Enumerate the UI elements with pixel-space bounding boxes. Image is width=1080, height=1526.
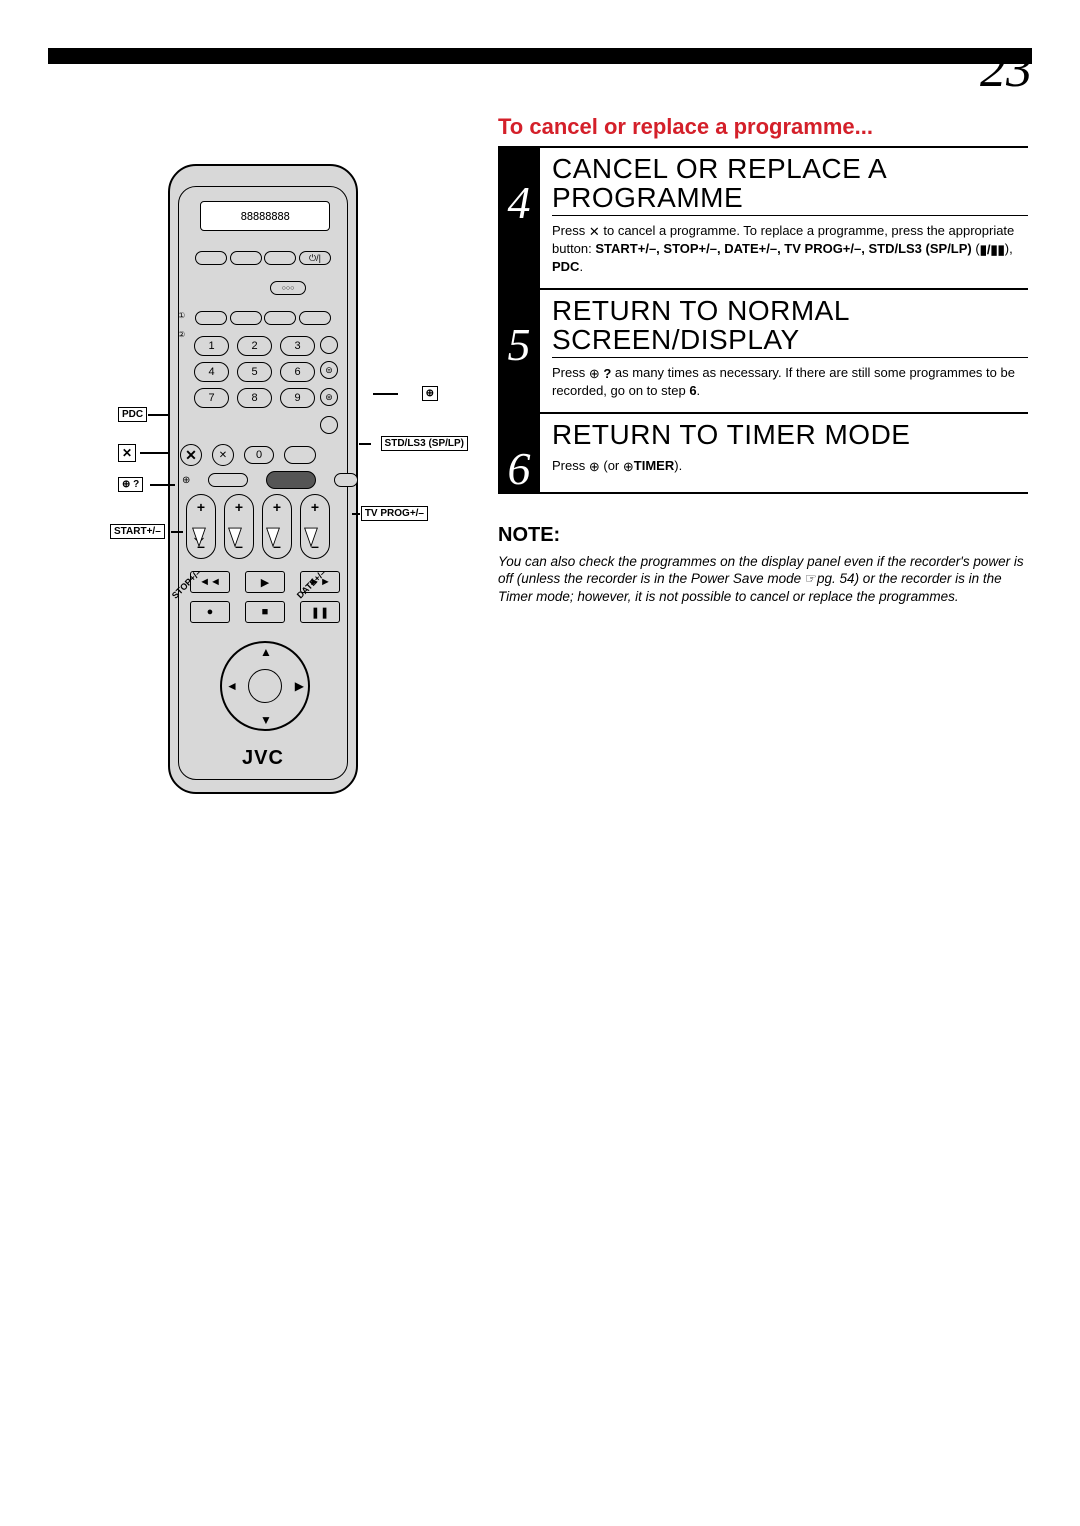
remote-diagram-column: 88888888 ⏻/| ○○○ ① ② 1 2 bbox=[48, 114, 478, 844]
callout-start: START+/– bbox=[110, 524, 165, 539]
page-number: 23 bbox=[980, 40, 1032, 99]
side-circle-2: ⊜ bbox=[320, 361, 338, 379]
step-4-body: Press ✕ to cancel a programme. To replac… bbox=[552, 222, 1028, 276]
step-4: 4 CANCEL OR REPLACE A PROGRAMME Press ✕ … bbox=[498, 146, 1028, 288]
side-circle-3: ⊛ bbox=[320, 388, 338, 406]
side-circle-1 bbox=[320, 336, 338, 354]
remote-top-row-1: ⏻/| bbox=[195, 251, 331, 265]
clock-icon: ⊕ bbox=[589, 458, 600, 476]
step-5-body: Press ⊕ ? as many times as necessary. If… bbox=[552, 364, 1028, 400]
pointer-arrow-tvprog bbox=[302, 526, 320, 550]
callout-pdc: PDC bbox=[118, 407, 147, 422]
side-circle-4 bbox=[320, 416, 338, 434]
note-body: You can also check the programmes on the… bbox=[498, 553, 1028, 606]
num-2: 2 bbox=[237, 336, 272, 356]
play-btn: ▶ bbox=[245, 571, 285, 593]
step-4-heading: CANCEL OR REPLACE A PROGRAMME bbox=[552, 154, 1028, 216]
slant-button bbox=[284, 446, 316, 464]
pointer-arrow-start bbox=[190, 526, 208, 550]
x-icon: ✕ bbox=[589, 223, 600, 241]
num-6: 6 bbox=[280, 362, 315, 382]
pause-btn: ❚❚ bbox=[300, 601, 340, 623]
step-6: 6 RETURN TO TIMER MODE Press ⊕ (or ⊕TIME… bbox=[498, 412, 1028, 494]
num-7: 7 bbox=[194, 388, 229, 408]
stop-btn: ■ bbox=[245, 601, 285, 623]
clock-q-icon: ⊕ ? bbox=[589, 365, 611, 383]
num-8: 8 bbox=[237, 388, 272, 408]
clock-icon-2: ⊕ bbox=[623, 458, 634, 476]
reference-icon: ☞ bbox=[805, 570, 817, 588]
note-title: NOTE: bbox=[498, 524, 1028, 547]
step-5: 5 RETURN TO NORMAL SCREEN/DISPLAY Press … bbox=[498, 288, 1028, 412]
num-3: 3 bbox=[280, 336, 315, 356]
num-5: 5 bbox=[237, 362, 272, 382]
num-9: 9 bbox=[280, 388, 315, 408]
step-5-heading: RETURN TO NORMAL SCREEN/DISPLAY bbox=[552, 296, 1028, 358]
step-6-number: 6 bbox=[498, 414, 540, 492]
step-6-body: Press ⊕ (or ⊕TIMER). bbox=[552, 457, 1028, 475]
remote-lcd: 88888888 bbox=[200, 201, 330, 231]
section-title: To cancel or replace a programme... bbox=[498, 114, 1028, 140]
step-4-number: 4 bbox=[498, 148, 540, 288]
remote-top-row-3 bbox=[195, 311, 331, 325]
num-1: 1 bbox=[194, 336, 229, 356]
top-black-bar bbox=[48, 48, 1032, 64]
callout-timer-q: ⊕ ? bbox=[118, 477, 143, 492]
callout-tv-prog: TV PROG+/– bbox=[361, 506, 428, 521]
callout-x: ✕ bbox=[118, 444, 136, 462]
extra-circle-1: ✕ bbox=[212, 444, 234, 466]
x-button: ✕ bbox=[180, 444, 202, 466]
remote-top-row-2: ○○○ bbox=[270, 281, 331, 295]
brand-logo: JVC bbox=[170, 747, 356, 770]
oval-btn-1 bbox=[208, 473, 248, 487]
remote-numpad: 1 2 3 4 5 6 7 8 9 bbox=[194, 336, 315, 408]
small-indicator-1: ① bbox=[178, 311, 194, 327]
bars-icon: ▮/▮▮ bbox=[980, 241, 1005, 259]
instructions-column: To cancel or replace a programme... 4 CA… bbox=[478, 114, 1028, 844]
remote-control-diagram: 88888888 ⏻/| ○○○ ① ② 1 2 bbox=[118, 164, 408, 844]
step-5-number: 5 bbox=[498, 290, 540, 412]
dpad: ▲ ▼ ◄ ▶ bbox=[220, 641, 310, 731]
callout-std-ls3: STD/LS3 (SP/LP) bbox=[381, 436, 468, 451]
num-0: 0 bbox=[244, 446, 274, 464]
small-indicator-2: ② bbox=[178, 330, 194, 346]
rec-btn: ● bbox=[190, 601, 230, 623]
pointer-arrow-stop bbox=[226, 526, 244, 550]
step-6-heading: RETURN TO TIMER MODE bbox=[552, 420, 1028, 451]
pill-button bbox=[266, 471, 316, 489]
pointer-arrow-date bbox=[264, 526, 282, 550]
row-timer: ⊕ bbox=[182, 471, 358, 489]
num-4: 4 bbox=[194, 362, 229, 382]
row-cancel: ✕ ✕ 0 bbox=[180, 444, 316, 466]
callout-timer-icon: ⊕ bbox=[422, 386, 438, 401]
